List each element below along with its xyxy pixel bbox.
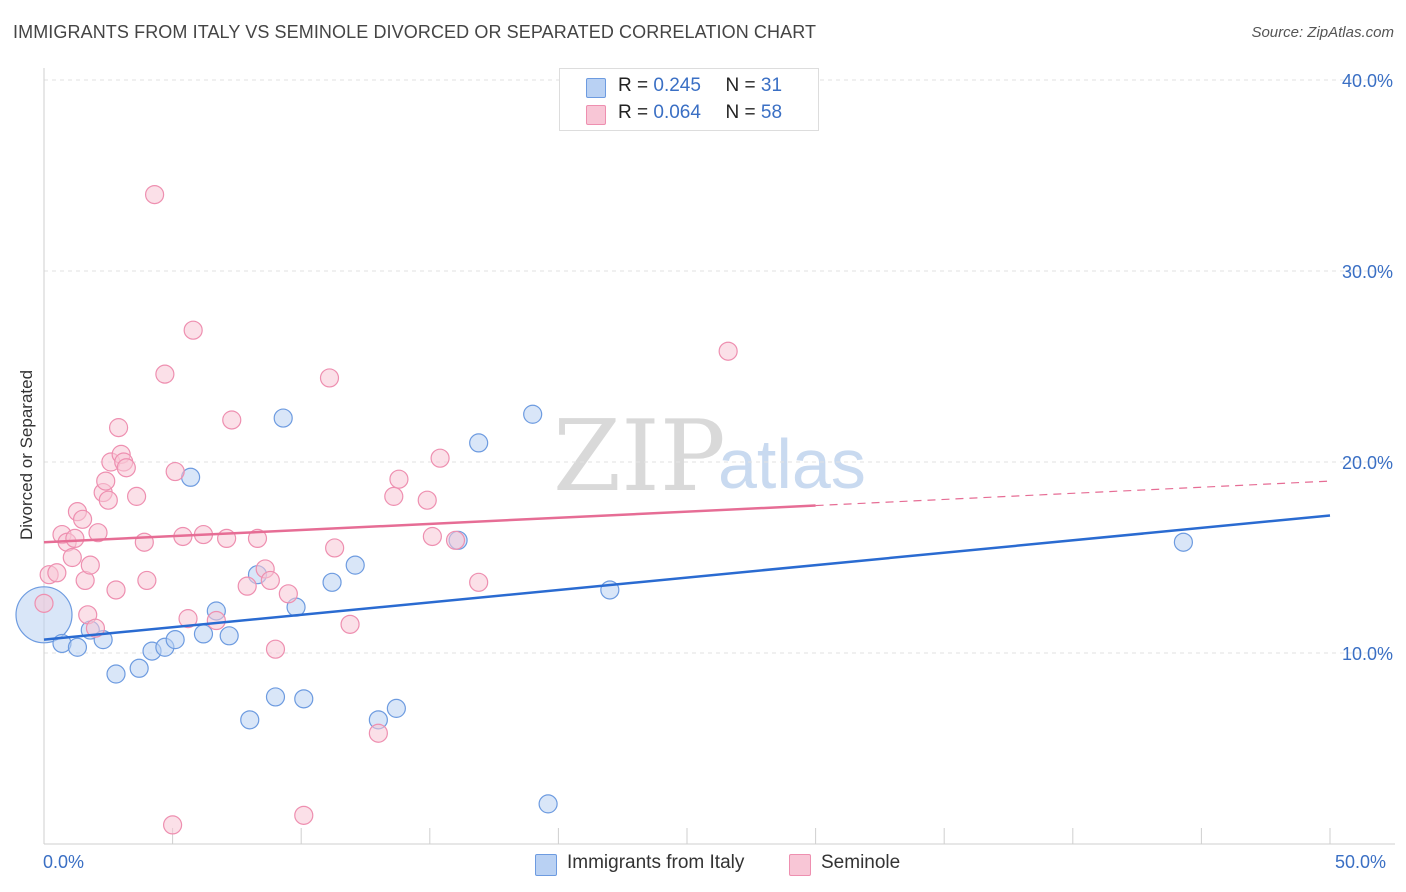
y-axis-label: Divorced or Separated bbox=[17, 369, 36, 541]
seminole-n-label: N = bbox=[725, 102, 756, 123]
italy-trend-line bbox=[43, 514, 1331, 641]
seminole-point-52[interactable] bbox=[430, 448, 450, 468]
seminole-point-32[interactable] bbox=[183, 320, 203, 340]
seminole-point-26[interactable] bbox=[144, 185, 165, 205]
seminole-point-23[interactable] bbox=[126, 486, 147, 506]
seminole-point-44[interactable] bbox=[319, 368, 340, 388]
seminole-point-28[interactable] bbox=[163, 815, 183, 835]
italy-n-value: 31 bbox=[760, 75, 783, 96]
italy-point-20[interactable] bbox=[322, 572, 342, 592]
italy-point-25[interactable] bbox=[469, 433, 489, 453]
seminole-point-19[interactable] bbox=[108, 418, 129, 438]
seminole-point-6[interactable] bbox=[65, 528, 85, 549]
seminole-point-18[interactable] bbox=[106, 580, 126, 600]
seminole-point-54[interactable] bbox=[469, 572, 489, 592]
seminole-n-value: 58 bbox=[760, 102, 783, 123]
y-tick-labels: 10.0% 20.0% 30.0% 40.0% bbox=[1342, 71, 1393, 664]
legend-label-seminole: Seminole bbox=[821, 852, 901, 873]
seminole-point-55[interactable] bbox=[718, 341, 738, 361]
seminole-r-value: 0.064 bbox=[653, 102, 701, 123]
seminole-point-15[interactable] bbox=[96, 471, 116, 491]
seminole-point-48[interactable] bbox=[384, 486, 404, 506]
x-tick-label-min: 0.0% bbox=[43, 852, 85, 872]
source-credit: Source: ZipAtlas.com bbox=[1251, 24, 1394, 41]
italy-point-2[interactable] bbox=[67, 637, 88, 657]
y-tick-label-40: 40.0% bbox=[1342, 71, 1393, 91]
italy-r-value: 0.245 bbox=[653, 75, 701, 96]
italy-swatch bbox=[586, 78, 606, 98]
italy-n-label: N = bbox=[725, 75, 756, 96]
axes bbox=[43, 68, 1395, 845]
seminole-point-50[interactable] bbox=[417, 490, 437, 510]
seminole-point-45[interactable] bbox=[325, 538, 345, 558]
italy-point-16[interactable] bbox=[265, 687, 286, 707]
stats-box: R = 0.245 N = 31 R = 0.064 N = 58 bbox=[559, 68, 819, 131]
italy-r-label: R = bbox=[618, 75, 649, 96]
italy-point-27[interactable] bbox=[538, 794, 558, 814]
seminole-point-25[interactable] bbox=[137, 570, 157, 591]
seminole-point-12[interactable] bbox=[85, 618, 106, 638]
seminole-point-49[interactable] bbox=[389, 469, 409, 489]
italy-point-14[interactable] bbox=[240, 710, 260, 730]
y-tick-label-10: 10.0% bbox=[1342, 644, 1393, 664]
seminole-r-label: R = bbox=[618, 102, 649, 123]
seminole-trend-line bbox=[43, 504, 816, 544]
seminole-point-47[interactable] bbox=[368, 723, 388, 743]
trend-lines bbox=[43, 480, 1331, 641]
seminole-point-8[interactable] bbox=[72, 509, 93, 529]
seminole-point-34[interactable] bbox=[206, 610, 226, 631]
seminole-point-42[interactable] bbox=[278, 584, 298, 604]
seminole-point-41[interactable] bbox=[265, 639, 286, 659]
italy-point-29[interactable] bbox=[1173, 532, 1193, 552]
seminole-point-40[interactable] bbox=[260, 570, 280, 591]
seminole-point-46[interactable] bbox=[340, 614, 360, 634]
y-tick-label-20: 20.0% bbox=[1342, 453, 1393, 473]
gridlines bbox=[44, 79, 1395, 654]
legend-label-italy: Immigrants from Italy bbox=[567, 852, 745, 873]
italy-point-5[interactable] bbox=[106, 664, 126, 684]
italy-point-26[interactable] bbox=[523, 404, 543, 424]
seminole-point-53[interactable] bbox=[445, 530, 466, 550]
italy-point-9[interactable] bbox=[165, 630, 185, 650]
chart-title: IMMIGRANTS FROM ITALY VS SEMINOLE DIVORC… bbox=[13, 22, 817, 42]
seminole-point-29[interactable] bbox=[165, 461, 185, 482]
italy-point-23[interactable] bbox=[386, 698, 406, 718]
seminole-point-22[interactable] bbox=[116, 458, 136, 478]
legend-swatch-italy bbox=[535, 854, 557, 876]
legend: Immigrants from Italy Seminole bbox=[0, 852, 1406, 878]
italy-point-0[interactable] bbox=[15, 586, 73, 644]
italy-point-11[interactable] bbox=[193, 624, 214, 644]
seminole-point-36[interactable] bbox=[222, 410, 242, 430]
seminole-point-11[interactable] bbox=[80, 555, 100, 575]
italy-point-13[interactable] bbox=[219, 626, 239, 646]
y-tick-label-30: 30.0% bbox=[1342, 262, 1393, 282]
seminole-point-27[interactable] bbox=[155, 364, 175, 384]
seminole-point-37[interactable] bbox=[237, 576, 257, 596]
seminole-point-2[interactable] bbox=[47, 563, 67, 583]
seminole-point-31[interactable] bbox=[178, 609, 198, 629]
seminole-point-43[interactable] bbox=[294, 805, 314, 825]
seminole-point-51[interactable] bbox=[422, 526, 442, 547]
italy-point-19[interactable] bbox=[294, 689, 314, 709]
italy-point-21[interactable] bbox=[345, 555, 365, 575]
seminole-trend-extension bbox=[815, 480, 1331, 507]
watermark: ZIP atlas bbox=[553, 400, 866, 514]
seminole-point-38[interactable] bbox=[247, 528, 268, 549]
italy-point-6[interactable] bbox=[129, 658, 149, 678]
seminole-point-13[interactable] bbox=[88, 523, 108, 543]
watermark-atlas: atlas bbox=[718, 425, 866, 503]
legend-swatch-seminole bbox=[789, 854, 811, 876]
watermark-zip: ZIP bbox=[553, 400, 726, 514]
seminole-swatch bbox=[586, 105, 606, 125]
x-tick-label-max: 50.0% bbox=[1335, 852, 1387, 872]
data-points bbox=[15, 185, 1193, 835]
seminole-point-16[interactable] bbox=[98, 490, 118, 510]
italy-point-17[interactable] bbox=[273, 408, 293, 428]
seminole-point-0[interactable] bbox=[34, 593, 54, 613]
seminole-point-5[interactable] bbox=[62, 547, 82, 568]
